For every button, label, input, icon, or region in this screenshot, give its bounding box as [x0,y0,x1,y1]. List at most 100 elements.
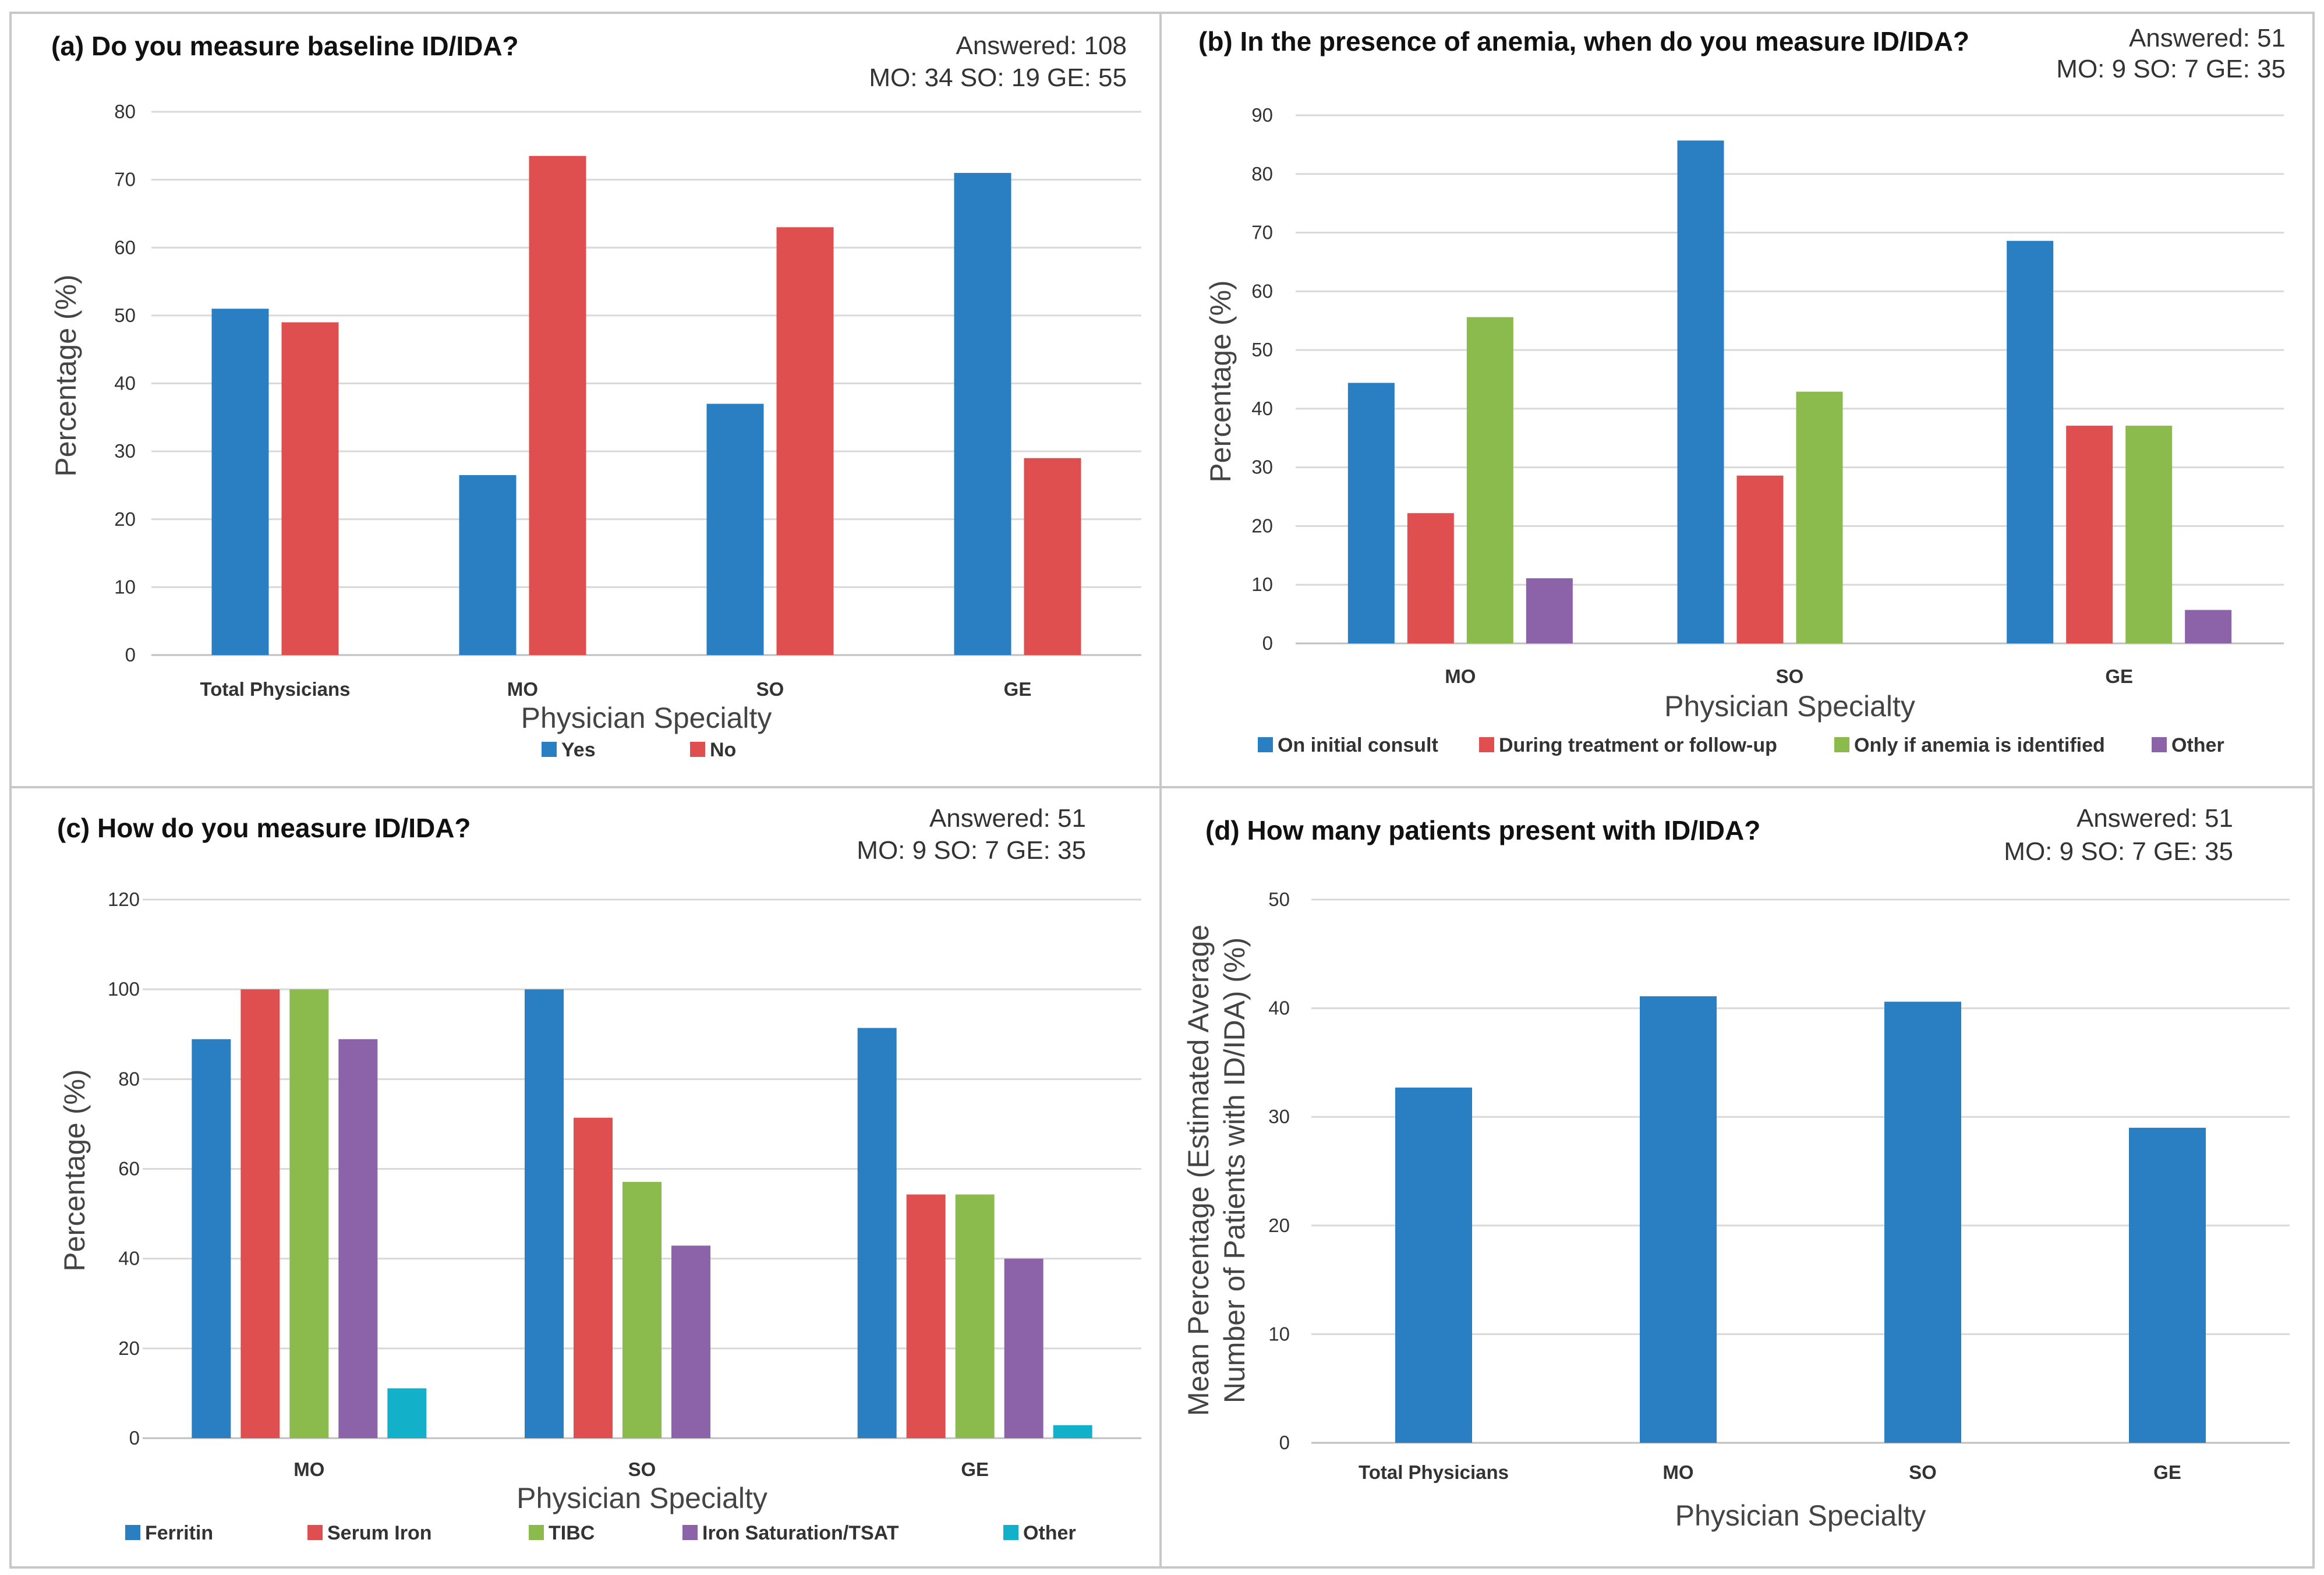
y-tick-label: 80 [118,1068,140,1089]
bar-no-mo [529,155,586,655]
x-axis-label: Physician Specialty [521,702,772,734]
specialty-counts: MO: 9 SO: 7 GE: 35 [2056,55,2286,83]
y-tick-label: 40 [1268,997,1290,1019]
bar-ferritin-mo [192,1039,231,1438]
bar-other-mo [1526,578,1573,643]
bar-mean-percentage-ge [2129,1127,2206,1443]
y-tick-label: 80 [1251,163,1273,185]
y-tick-label: 60 [1251,280,1273,302]
x-tick-label: Total Physicians [1359,1461,1509,1483]
bar-only-if-anemia-is-identified-so [1796,391,1843,643]
y-tick-label: 10 [1251,574,1273,595]
y-tick-label: 0 [129,1427,140,1449]
y-tick-label: 40 [114,373,136,394]
chart-panel-d: (d) How many patients present with ID/ID… [1182,804,2290,1532]
x-axis-label: Physician Specialty [1675,1499,1926,1532]
bar-mean-percentage-so [1884,1001,1961,1443]
bar-tibc-so [622,1181,662,1438]
x-tick-label: SO [756,678,784,700]
y-axis-label: Percentage (%) [49,274,82,476]
x-tick-label: GE [2153,1461,2181,1483]
bar-only-if-anemia-is-identified-ge [2125,426,2173,643]
y-tick-label: 20 [114,508,136,530]
bar-ferritin-ge [857,1028,897,1438]
legend-label: Iron Saturation/TSAT [702,1522,899,1544]
chart-panel-c: (c) How do you measure ID/IDA? Answered: … [57,804,1141,1544]
answered-count: Answered: 51 [2077,804,2233,833]
chart-panel-b: (b) In the presence of anemia, when do y… [1198,24,2286,756]
x-tick-label: MO [293,1459,324,1480]
y-axis-label: Percentage (%) [1204,280,1237,482]
bar-ferritin-so [525,989,564,1438]
legend-label: On initial consult [1278,734,1438,756]
x-tick-label: SO [628,1459,656,1480]
y-tick-label: 0 [1262,632,1273,654]
bar-tibc-mo [289,989,329,1438]
y-axis-label: Percentage (%) [58,1069,91,1271]
legend-label: No [710,739,736,761]
y-tick-label: 50 [1251,339,1273,360]
y-tick-label: 30 [1268,1106,1290,1127]
x-tick-label: MO [1445,666,1476,687]
y-tick-label: 60 [114,236,136,258]
legend-swatch [1258,737,1273,752]
legend-label: Other [1023,1522,1076,1544]
legend-label: Yes [561,739,596,761]
answered-count: Answered: 51 [2129,24,2286,52]
legend-swatch [542,742,557,757]
bar-other-ge [2185,610,2232,643]
y-tick-label: 80 [114,101,136,122]
legend-label: Only if anemia is identified [1854,734,2105,756]
specialty-counts: MO: 9 SO: 7 GE: 35 [857,836,1086,865]
legend-swatch [529,1525,544,1540]
bar-on-initial-consult-mo [1347,383,1395,643]
bar-on-initial-consult-so [1677,140,1724,643]
x-axis-label: Physician Specialty [1664,690,1915,723]
bar-tibc-ge [955,1194,995,1438]
y-tick-label: 60 [118,1158,140,1180]
y-axis-label: Number of Patients with ID/IDA) (%) [1218,937,1251,1403]
x-axis-label: Physician Specialty [517,1482,767,1514]
panel-title: (b) In the presence of anemia, when do y… [1198,26,1969,56]
x-tick-label: SO [1776,666,1804,687]
x-tick-label: MO [507,678,538,700]
legend-swatch [2152,737,2167,752]
bar-mean-percentage-mo [1640,996,1717,1443]
bar-other-ge [1053,1425,1092,1438]
x-tick-label: GE [1004,678,1032,700]
bar-no-so [776,227,834,655]
bar-no-ge [1024,458,1081,655]
bar-during-treatment-or-follow-up-mo [1407,513,1454,643]
bar-yes-total-physicians [211,309,269,655]
specialty-counts: MO: 9 SO: 7 GE: 35 [2004,837,2233,866]
bar-iron-saturation-tsat-mo [338,1039,378,1438]
legend-label: Ferritin [145,1522,213,1544]
answered-count: Answered: 51 [929,804,1086,833]
bar-other-mo [387,1388,427,1438]
chart-panel-a: (a) Do you measure baseline ID/IDA? Answe… [49,31,1141,761]
y-axis-label: Mean Percentage (Estimated Average [1182,925,1215,1416]
bar-iron-saturation-tsat-so [671,1245,710,1438]
x-tick-label: GE [2105,666,2133,687]
legend-swatch [690,742,705,757]
legend-swatch [1003,1525,1018,1540]
bar-serum-iron-mo [240,989,280,1438]
y-tick-label: 70 [1251,222,1273,243]
y-tick-label: 20 [1251,515,1273,536]
bar-iron-saturation-tsat-ge [1004,1258,1043,1438]
y-tick-label: 40 [118,1248,140,1269]
bar-only-if-anemia-is-identified-mo [1466,317,1513,643]
y-tick-label: 50 [114,305,136,326]
bar-serum-iron-so [574,1117,613,1438]
bar-no-total-physicians [281,322,339,655]
bar-yes-so [706,404,764,655]
x-tick-label: MO [1662,1461,1693,1483]
x-tick-label: GE [961,1459,989,1480]
y-tick-label: 10 [1268,1323,1290,1344]
panel-title: (a) Do you measure baseline ID/IDA? [51,31,519,61]
bar-serum-iron-ge [906,1194,946,1438]
panel-title: (d) How many patients present with ID/ID… [1205,815,1760,845]
bar-mean-percentage-total-physicians [1395,1087,1472,1443]
panel-title: (c) How do you measure ID/IDA? [57,813,471,843]
